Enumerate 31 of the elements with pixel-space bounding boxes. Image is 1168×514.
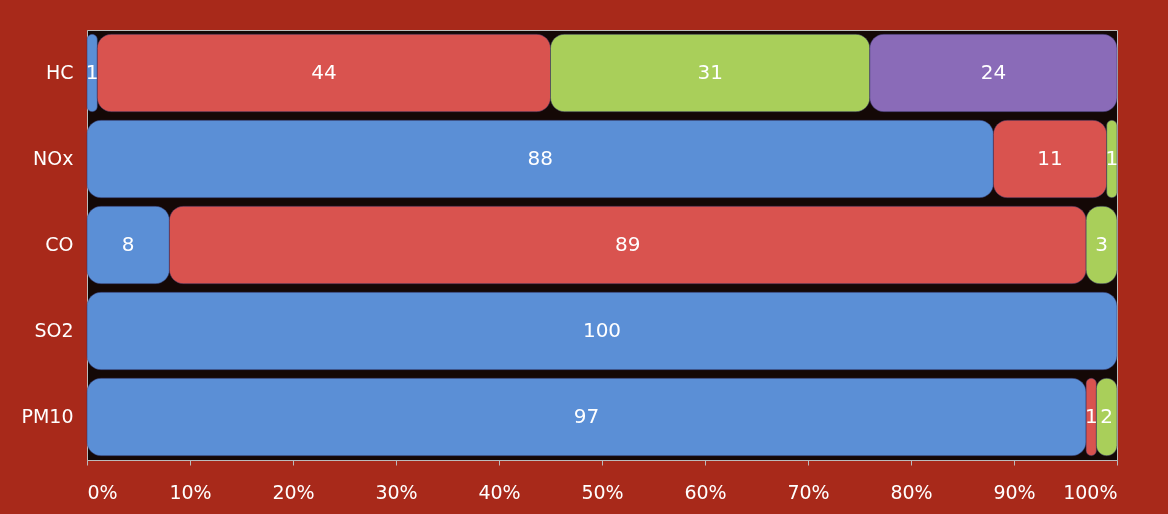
data-label: 88 bbox=[527, 146, 553, 170]
data-label: 24 bbox=[980, 60, 1007, 84]
data-label: 44 bbox=[311, 60, 337, 84]
x-tick-label: 100% bbox=[1063, 480, 1118, 503]
x-tick-label: 80% bbox=[890, 480, 933, 503]
x-tick-label: 20% bbox=[272, 480, 315, 503]
data-label: 31 bbox=[697, 60, 723, 84]
data-label: 89 bbox=[615, 232, 641, 256]
y-tick-label: SO2 bbox=[34, 319, 74, 341]
data-label: 11 bbox=[1037, 146, 1063, 170]
x-tick-label: 90% bbox=[993, 480, 1036, 503]
y-tick-label: CO bbox=[45, 233, 74, 255]
data-label: 100 bbox=[582, 318, 622, 342]
x-tick-label: 30% bbox=[375, 480, 418, 503]
data-label: 1 bbox=[1084, 404, 1098, 428]
data-label: 2 bbox=[1100, 404, 1114, 428]
bar bbox=[86, 292, 1118, 370]
x-tick-label: 60% bbox=[684, 480, 727, 503]
data-label: 1 bbox=[85, 60, 99, 84]
x-tick-label: 0% bbox=[87, 480, 118, 503]
y-tick-label: PM10 bbox=[21, 405, 74, 427]
x-tick-label: 40% bbox=[478, 480, 521, 503]
x-tick-label: 70% bbox=[787, 480, 830, 503]
y-tick-label: HC bbox=[45, 61, 74, 83]
x-tick-label: 10% bbox=[169, 480, 212, 503]
data-label: 3 bbox=[1095, 232, 1108, 256]
data-label: 97 bbox=[573, 404, 600, 428]
x-tick-label: 50% bbox=[581, 480, 624, 503]
data-label: 1 bbox=[1105, 146, 1119, 170]
y-tick-label: NOx bbox=[33, 147, 74, 169]
data-label: 8 bbox=[121, 232, 135, 256]
